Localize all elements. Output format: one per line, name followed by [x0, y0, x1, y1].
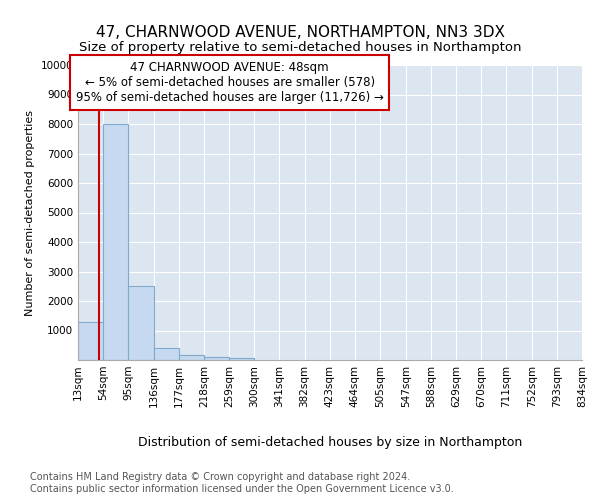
Text: 47, CHARNWOOD AVENUE, NORTHAMPTON, NN3 3DX: 47, CHARNWOOD AVENUE, NORTHAMPTON, NN3 3…	[95, 25, 505, 40]
Bar	[103, 124, 128, 360]
Bar	[179, 355, 204, 360]
Bar	[154, 348, 179, 360]
Text: Size of property relative to semi-detached houses in Northampton: Size of property relative to semi-detach…	[79, 41, 521, 54]
Y-axis label: Number of semi-detached properties: Number of semi-detached properties	[25, 110, 35, 316]
Text: 47 CHARNWOOD AVENUE: 48sqm
← 5% of semi-detached houses are smaller (578)
95% of: 47 CHARNWOOD AVENUE: 48sqm ← 5% of semi-…	[76, 61, 383, 104]
Text: Contains public sector information licensed under the Open Government Licence v3: Contains public sector information licen…	[30, 484, 454, 494]
Text: Contains HM Land Registry data © Crown copyright and database right 2024.: Contains HM Land Registry data © Crown c…	[30, 472, 410, 482]
Bar	[128, 286, 154, 360]
Bar	[229, 358, 254, 360]
Text: Distribution of semi-detached houses by size in Northampton: Distribution of semi-detached houses by …	[138, 436, 522, 449]
Bar	[204, 357, 229, 360]
Bar	[78, 322, 103, 360]
